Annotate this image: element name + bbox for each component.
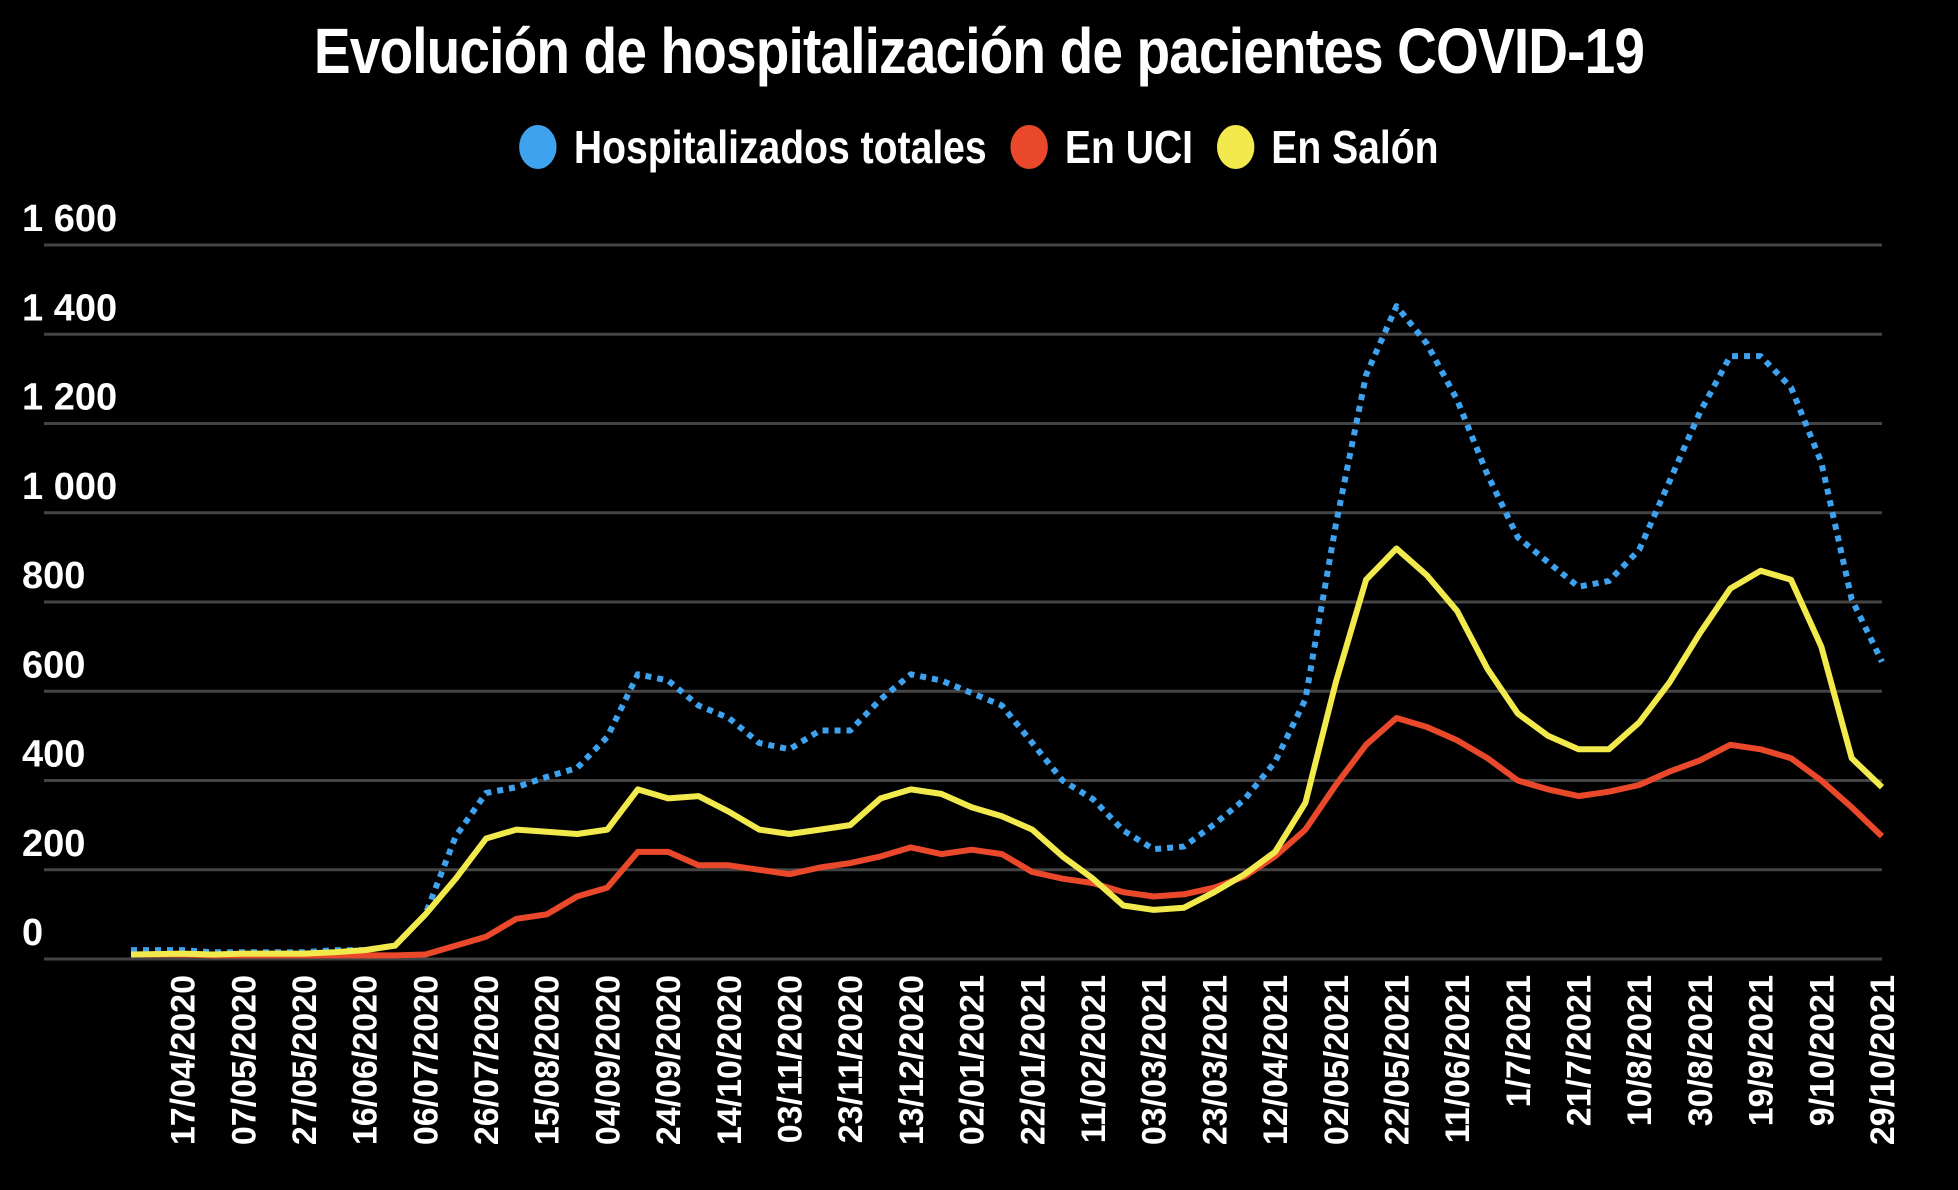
x-tick-label: 19/9/2021 (1743, 975, 1781, 1126)
y-tick-label: 200 (22, 823, 85, 865)
y-tick-label: 1 400 (22, 287, 117, 329)
x-tick-label: 07/05/2020 (225, 975, 263, 1145)
x-tick-label: 21/7/2021 (1561, 975, 1599, 1126)
x-tick-label: 1/7/2021 (1500, 975, 1538, 1107)
x-tick-label: 13/12/2020 (893, 975, 931, 1145)
legend-label-salon: En Salón (1271, 121, 1439, 173)
x-tick-label: 23/03/2021 (1196, 975, 1234, 1145)
x-tick-label: 17/04/2020 (165, 975, 203, 1145)
x-tick-label: 11/02/2021 (1075, 975, 1113, 1143)
series-line-uci (131, 715, 1885, 959)
y-tick-label: 0 (22, 912, 43, 954)
x-tick-label: 30/8/2021 (1682, 975, 1720, 1126)
y-tick-label: 1 000 (22, 466, 117, 508)
legend: Hospitalizados totales En UCI En Salón (147, 120, 1811, 174)
series-line-total (131, 303, 1885, 956)
y-tick-label: 600 (22, 644, 85, 686)
legend-item-total: Hospitalizados totales (519, 120, 987, 174)
x-tick-label: 29/10/2021 (1864, 975, 1902, 1145)
x-tick-label: 14/10/2020 (711, 975, 749, 1145)
legend-marker-uci (1010, 125, 1048, 169)
x-tick-label: 27/05/2020 (286, 975, 324, 1145)
y-tick-label: 1 200 (22, 377, 117, 419)
x-tick-label: 04/09/2020 (589, 975, 627, 1145)
x-tick-label: 9/10/2021 (1803, 975, 1841, 1126)
legend-label-uci: En UCI (1064, 121, 1194, 173)
legend-label-total: Hospitalizados totales (573, 121, 987, 173)
x-tick-label: 22/05/2021 (1378, 975, 1416, 1145)
legend-item-uci: En UCI (1010, 120, 1193, 174)
legend-item-salon: En Salón (1216, 120, 1439, 174)
x-tick-label: 03/11/2020 (772, 975, 810, 1143)
x-tick-label: 03/03/2021 (1136, 975, 1174, 1145)
x-tick-label: 12/04/2021 (1257, 975, 1295, 1145)
x-tick-label: 06/07/2020 (407, 975, 445, 1145)
chart-title: Evolución de hospitalización de paciente… (313, 15, 1645, 87)
x-tick-label: 11/06/2021 (1439, 975, 1477, 1143)
legend-marker-salon (1216, 125, 1255, 169)
x-tick-label: 10/8/2021 (1621, 975, 1659, 1126)
x-tick-label: 22/01/2021 (1014, 975, 1052, 1145)
x-tick-label: 24/09/2020 (650, 975, 688, 1145)
y-tick-label: 800 (22, 555, 85, 597)
y-tick-label: 1 600 (22, 198, 117, 240)
x-tick-label: 23/11/2020 (832, 975, 870, 1143)
x-tick-label: 26/07/2020 (468, 975, 506, 1145)
series-line-salon (130, 545, 1885, 958)
x-tick-label: 02/01/2021 (954, 975, 992, 1145)
legend-marker-total (519, 125, 557, 169)
x-tick-label: 15/08/2020 (529, 975, 567, 1145)
x-tick-label: 16/06/2020 (347, 975, 385, 1145)
y-tick-label: 400 (22, 734, 85, 776)
x-tick-label: 02/05/2021 (1318, 975, 1356, 1145)
